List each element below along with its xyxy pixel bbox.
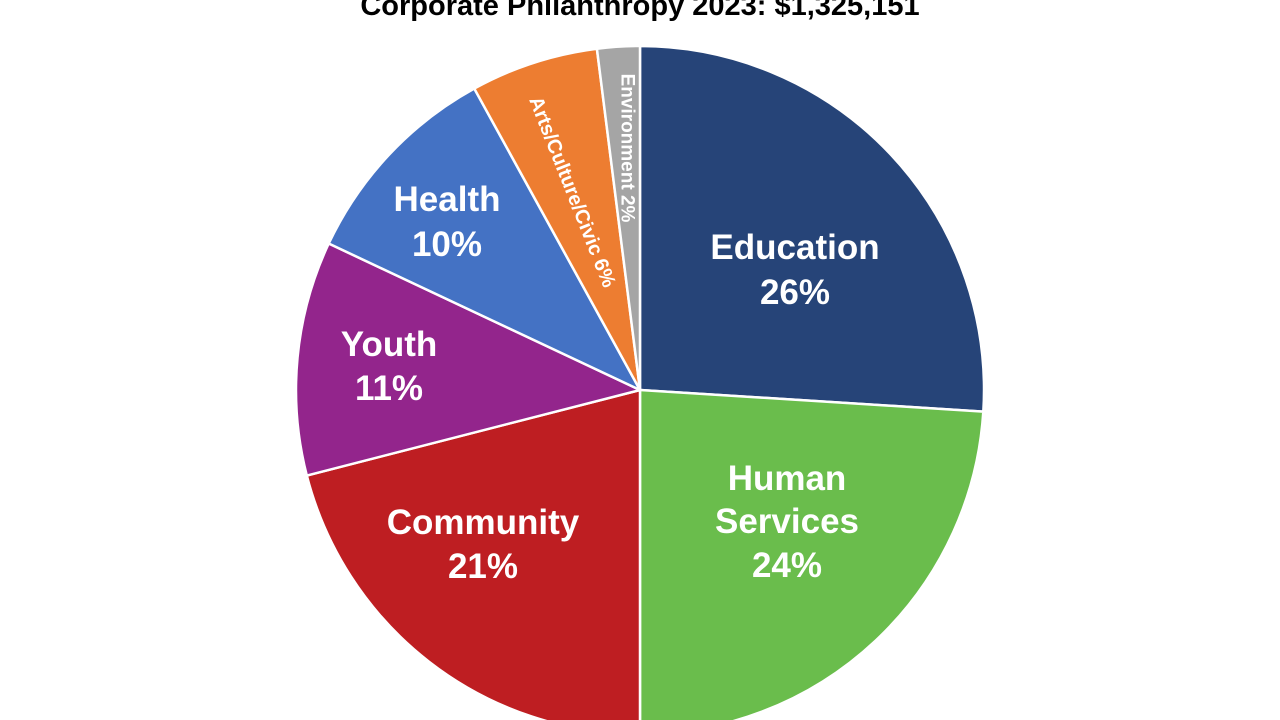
slice-value-label: 26% <box>760 273 830 312</box>
slice-value-label: 10% <box>412 225 482 264</box>
pie-slice-education <box>638 44 986 413</box>
slice-label-community: Community 21% <box>387 503 580 586</box>
slice-value-label: 21% <box>448 547 518 586</box>
slice-name-label: Human <box>728 459 847 498</box>
pie-slice-environment <box>595 44 642 392</box>
pie-slice-community <box>305 388 642 720</box>
slice-label-health: Health 10% <box>394 180 501 264</box>
slice-name-label: Education <box>710 228 879 267</box>
slice-name-label: Health <box>394 180 501 219</box>
pie-slice-human-services <box>638 388 985 720</box>
slice-value-label: 11% <box>355 369 423 408</box>
pie-slice-health <box>327 87 642 392</box>
slice-label-human-services: Human Services 24% <box>715 459 859 585</box>
slice-value-label: 24% <box>752 546 822 585</box>
pie-slice-youth <box>294 242 642 477</box>
chart-title: Corporate Philanthropy 2023: $1,325,151 <box>360 0 920 22</box>
slice-label-environment: Environment 2% <box>617 74 638 223</box>
pie-slice-arts-culture-civic <box>473 47 642 392</box>
slice-label-youth: Youth 11% <box>341 325 438 408</box>
slice-label-education: Education 26% <box>710 228 879 312</box>
slice-name-label: Youth <box>341 325 438 364</box>
slice-name-label: Community <box>387 503 580 542</box>
slice-name-label: Services <box>715 502 859 541</box>
pie-slices <box>294 44 986 720</box>
